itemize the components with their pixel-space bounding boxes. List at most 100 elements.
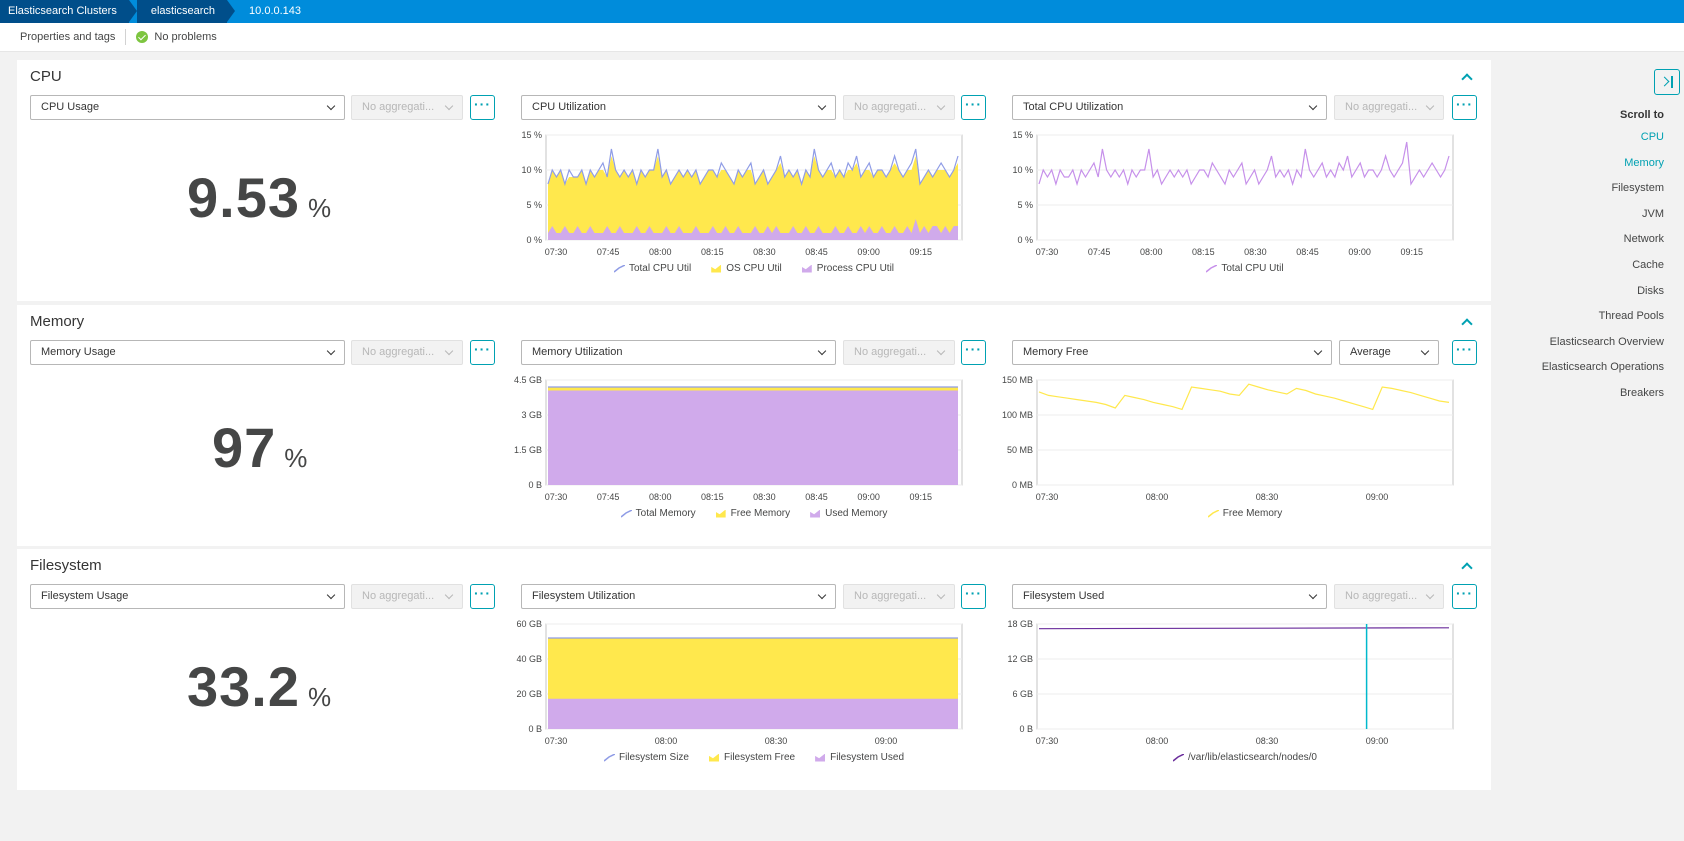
collapse-rail-icon[interactable]: [1654, 69, 1680, 95]
aggregation-select[interactable]: No aggregati...: [843, 95, 955, 120]
legend-item[interactable]: Free Memory: [1207, 508, 1282, 519]
scroll-to-item[interactable]: CPU: [1640, 131, 1664, 143]
legend-swatch-icon: [1207, 508, 1220, 518]
scroll-to-item[interactable]: JVM: [1642, 207, 1664, 220]
legend-item[interactable]: Free Memory: [715, 508, 790, 519]
scroll-to-item[interactable]: Cache: [1632, 259, 1664, 271]
chart-metric-select[interactable]: Total CPU Utilization: [1012, 95, 1327, 120]
more-options-button[interactable]: ···: [961, 95, 986, 120]
more-options-button[interactable]: ···: [470, 584, 495, 609]
legend-label: Total CPU Util: [628, 263, 692, 274]
legend-item[interactable]: Total CPU Util: [613, 263, 692, 274]
breadcrumb-item-clusters[interactable]: Elasticsearch Clusters: [0, 0, 129, 23]
legend-swatch-icon: [815, 753, 826, 762]
more-options-button[interactable]: ···: [1452, 340, 1477, 365]
aggregation-select[interactable]: No aggregati...: [843, 584, 955, 609]
legend-item[interactable]: OS CPU Util: [711, 263, 782, 274]
section-memory: Memory Memory Usage No aggregati... ··· 97% M…: [17, 305, 1491, 546]
single-value-unit: %: [308, 193, 333, 223]
section-title: Memory: [30, 313, 85, 330]
breadcrumb-item-elasticsearch[interactable]: elasticsearch: [136, 0, 228, 23]
single-value-number: 97: [212, 416, 277, 479]
legend-item[interactable]: Filesystem Size: [603, 752, 689, 763]
more-options-button[interactable]: ···: [470, 340, 495, 365]
legend-item[interactable]: Total Memory: [620, 508, 696, 519]
metric-chart[interactable]: 18 GB 12 GB 6 GB 0 B 07:30 08:00 08:30 09:00: [997, 619, 1463, 749]
scroll-to-item[interactable]: Disks: [1637, 284, 1664, 297]
scroll-to-item[interactable]: Filesystem: [1611, 182, 1664, 195]
scroll-to-item[interactable]: Elasticsearch Overview: [1549, 335, 1664, 348]
aggregation-select[interactable]: No aggregati...: [351, 340, 463, 365]
metric-chart[interactable]: 60 GB 40 GB 20 GB 0 B 07:30 08:00 08:30 09:00: [506, 619, 972, 749]
aggregation-select[interactable]: No aggregati...: [351, 584, 463, 609]
more-options-button[interactable]: ···: [961, 340, 986, 365]
more-options-button[interactable]: ···: [1452, 584, 1477, 609]
aggregation-select[interactable]: No aggregati...: [351, 95, 463, 120]
area-series: [548, 390, 958, 485]
chevron-up-icon[interactable]: [1461, 72, 1471, 82]
problems-status[interactable]: No problems: [154, 31, 217, 43]
x-tick-label: 08:00: [655, 736, 678, 746]
legend-item[interactable]: /var/lib/elasticsearch/nodes/0: [1172, 752, 1317, 763]
aggregation-select-value: No aggregati...: [362, 346, 435, 358]
legend-item[interactable]: Process CPU Util: [801, 263, 895, 274]
more-options-button[interactable]: ···: [1452, 95, 1477, 120]
chevron-down-icon: [1420, 346, 1430, 356]
aggregation-select-value: No aggregati...: [1345, 101, 1418, 113]
metric-chart[interactable]: 15 % 10 % 5 % 0 % 07:30 07:45 08:00 08:15 08:30 0…: [506, 130, 972, 260]
y-tick-label: 5 %: [1017, 200, 1033, 210]
aggregation-select-value: No aggregati...: [362, 590, 435, 602]
metric-select[interactable]: Memory Usage: [30, 340, 345, 365]
aggregation-select[interactable]: Average: [1339, 340, 1439, 365]
y-tick-label: 100 MB: [1002, 410, 1033, 420]
chart-metric-select[interactable]: Memory Utilization: [521, 340, 836, 365]
chevron-down-icon: [1313, 346, 1323, 356]
metric-chart[interactable]: 15 % 10 % 5 % 0 % 07:30 07:45 08:00 08:15 08:30 0…: [997, 130, 1463, 260]
scroll-to-item[interactable]: Elasticsearch Operations: [1541, 361, 1664, 374]
breadcrumb-separator: [227, 0, 236, 22]
more-options-button[interactable]: ···: [961, 584, 986, 609]
metric-select-value: Memory Usage: [41, 346, 116, 358]
aggregation-select[interactable]: No aggregati...: [843, 340, 955, 365]
metric-select[interactable]: Filesystem Usage: [30, 584, 345, 609]
aggregation-select[interactable]: No aggregati...: [1334, 584, 1444, 609]
x-tick-label: 08:45: [805, 247, 828, 257]
more-options-button[interactable]: ···: [470, 95, 495, 120]
chart-metric-select[interactable]: Memory Free: [1012, 340, 1332, 365]
chart-metric-select[interactable]: CPU Utilization: [521, 95, 836, 120]
chevron-up-icon[interactable]: [1461, 317, 1471, 327]
legend-swatch-icon: [715, 509, 726, 518]
x-tick-label: 08:30: [1244, 247, 1267, 257]
metric-chart[interactable]: 4.5 GB 3 GB 1.5 GB 0 B 07:30 07:45 08:00 08:15 0…: [506, 375, 972, 505]
legend-label: Process CPU Util: [816, 263, 895, 274]
y-tick-label: 50 MB: [1007, 445, 1033, 455]
aggregation-select[interactable]: No aggregati...: [1334, 95, 1444, 120]
scroll-to-item[interactable]: Thread Pools: [1598, 310, 1664, 323]
legend-item[interactable]: Filesystem Used: [815, 752, 904, 763]
x-tick-label: 09:00: [857, 492, 880, 502]
single-value-unit: %: [284, 443, 309, 473]
metric-select[interactable]: CPU Usage: [30, 95, 345, 120]
legend-item[interactable]: Filesystem Free: [708, 752, 795, 763]
y-tick-label: 10 %: [1012, 165, 1033, 175]
x-tick-label: 08:45: [1296, 247, 1319, 257]
aggregation-select-value: No aggregati...: [854, 590, 927, 602]
scroll-to-item[interactable]: Breakers: [1619, 387, 1664, 399]
scroll-to-item[interactable]: Network: [1623, 233, 1664, 246]
line-series: [1038, 141, 1450, 187]
chart-metric-select[interactable]: Filesystem Used: [1012, 584, 1327, 609]
legend-item[interactable]: Used Memory: [810, 508, 887, 519]
metric-chart[interactable]: 150 MB 100 MB 50 MB 0 MB 07:30 08:00 08:30 09:0…: [997, 375, 1463, 505]
chevron-up-icon[interactable]: [1461, 561, 1471, 571]
properties-and-tags-link[interactable]: Properties and tags: [20, 31, 116, 43]
breadcrumb-item-node: 10.0.0.143: [235, 0, 314, 23]
scroll-to-item[interactable]: Memory: [1624, 156, 1664, 169]
chart-metric-select[interactable]: Filesystem Utilization: [521, 584, 836, 609]
legend-item[interactable]: Total CPU Util: [1205, 263, 1284, 274]
properties-bar: Properties and tags No problems: [0, 23, 1684, 52]
line-series: [1038, 383, 1450, 411]
y-tick-label: 3 GB: [521, 410, 542, 420]
legend-swatch-icon: [613, 263, 626, 273]
single-value: 9.53%: [187, 165, 332, 230]
chevron-down-icon: [444, 101, 454, 111]
